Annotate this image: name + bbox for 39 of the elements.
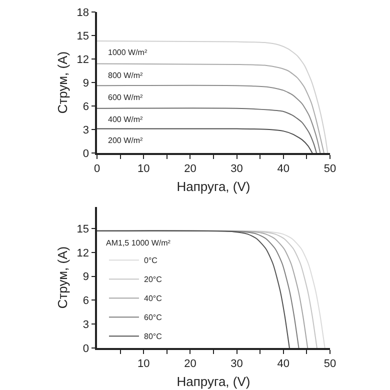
y-tick-label: 15 <box>76 223 90 236</box>
x-axis-title: Напруга, (V) <box>176 179 250 194</box>
y-tick-label: 3 <box>82 318 90 331</box>
y-tick-label: 0 <box>82 342 90 355</box>
x-tick-label: 40 <box>277 162 290 175</box>
y-tick-label: 18 <box>76 6 90 19</box>
series-label: 400 W/m² <box>108 115 144 124</box>
y-tick-label: 6 <box>82 100 90 113</box>
x-tick-label: 30 <box>230 162 243 175</box>
y-tick-label: 15 <box>76 30 90 42</box>
legend-label: 80°C <box>144 332 162 342</box>
legend-title: AM1,5 1000 W/m² <box>106 238 171 248</box>
y-tick-label: 12 <box>76 54 90 66</box>
x-tick-label: 20 <box>184 162 196 175</box>
y-tick-label: 9 <box>82 77 90 90</box>
series-label: 200 W/m² <box>108 136 144 145</box>
legend-label: 40°C <box>144 294 162 304</box>
legend-label: 20°C <box>144 275 162 284</box>
y-tick-label: 12 <box>76 247 90 260</box>
y-tick-label: 9 <box>82 271 90 284</box>
x-tick-label: 10 <box>137 162 150 175</box>
x-tick-label: 10 <box>137 358 150 370</box>
x-tick-label: 20 <box>184 358 196 370</box>
x-axis-title: Напруга, (V) <box>176 374 250 390</box>
series-label: 1000 W/m² <box>108 48 148 57</box>
x-tick-label: 0 <box>94 162 100 175</box>
legend-label: 60°C <box>144 313 162 322</box>
series-label: 600 W/m² <box>108 93 144 102</box>
y-axis-title: Струм, (A) <box>55 51 70 114</box>
y-tick-label: 3 <box>82 124 90 136</box>
y-tick-label: 6 <box>82 295 90 308</box>
x-tick-label: 40 <box>277 358 290 370</box>
y-tick-label: 0 <box>82 148 90 160</box>
x-tick-label: 50 <box>324 358 336 370</box>
series-label: 800 W/m² <box>108 71 144 80</box>
x-tick-label: 30 <box>230 358 243 370</box>
legend-label: 0°C <box>144 256 158 266</box>
x-tick-label: 50 <box>324 162 336 175</box>
y-axis-title: Струм, (A) <box>55 246 70 309</box>
